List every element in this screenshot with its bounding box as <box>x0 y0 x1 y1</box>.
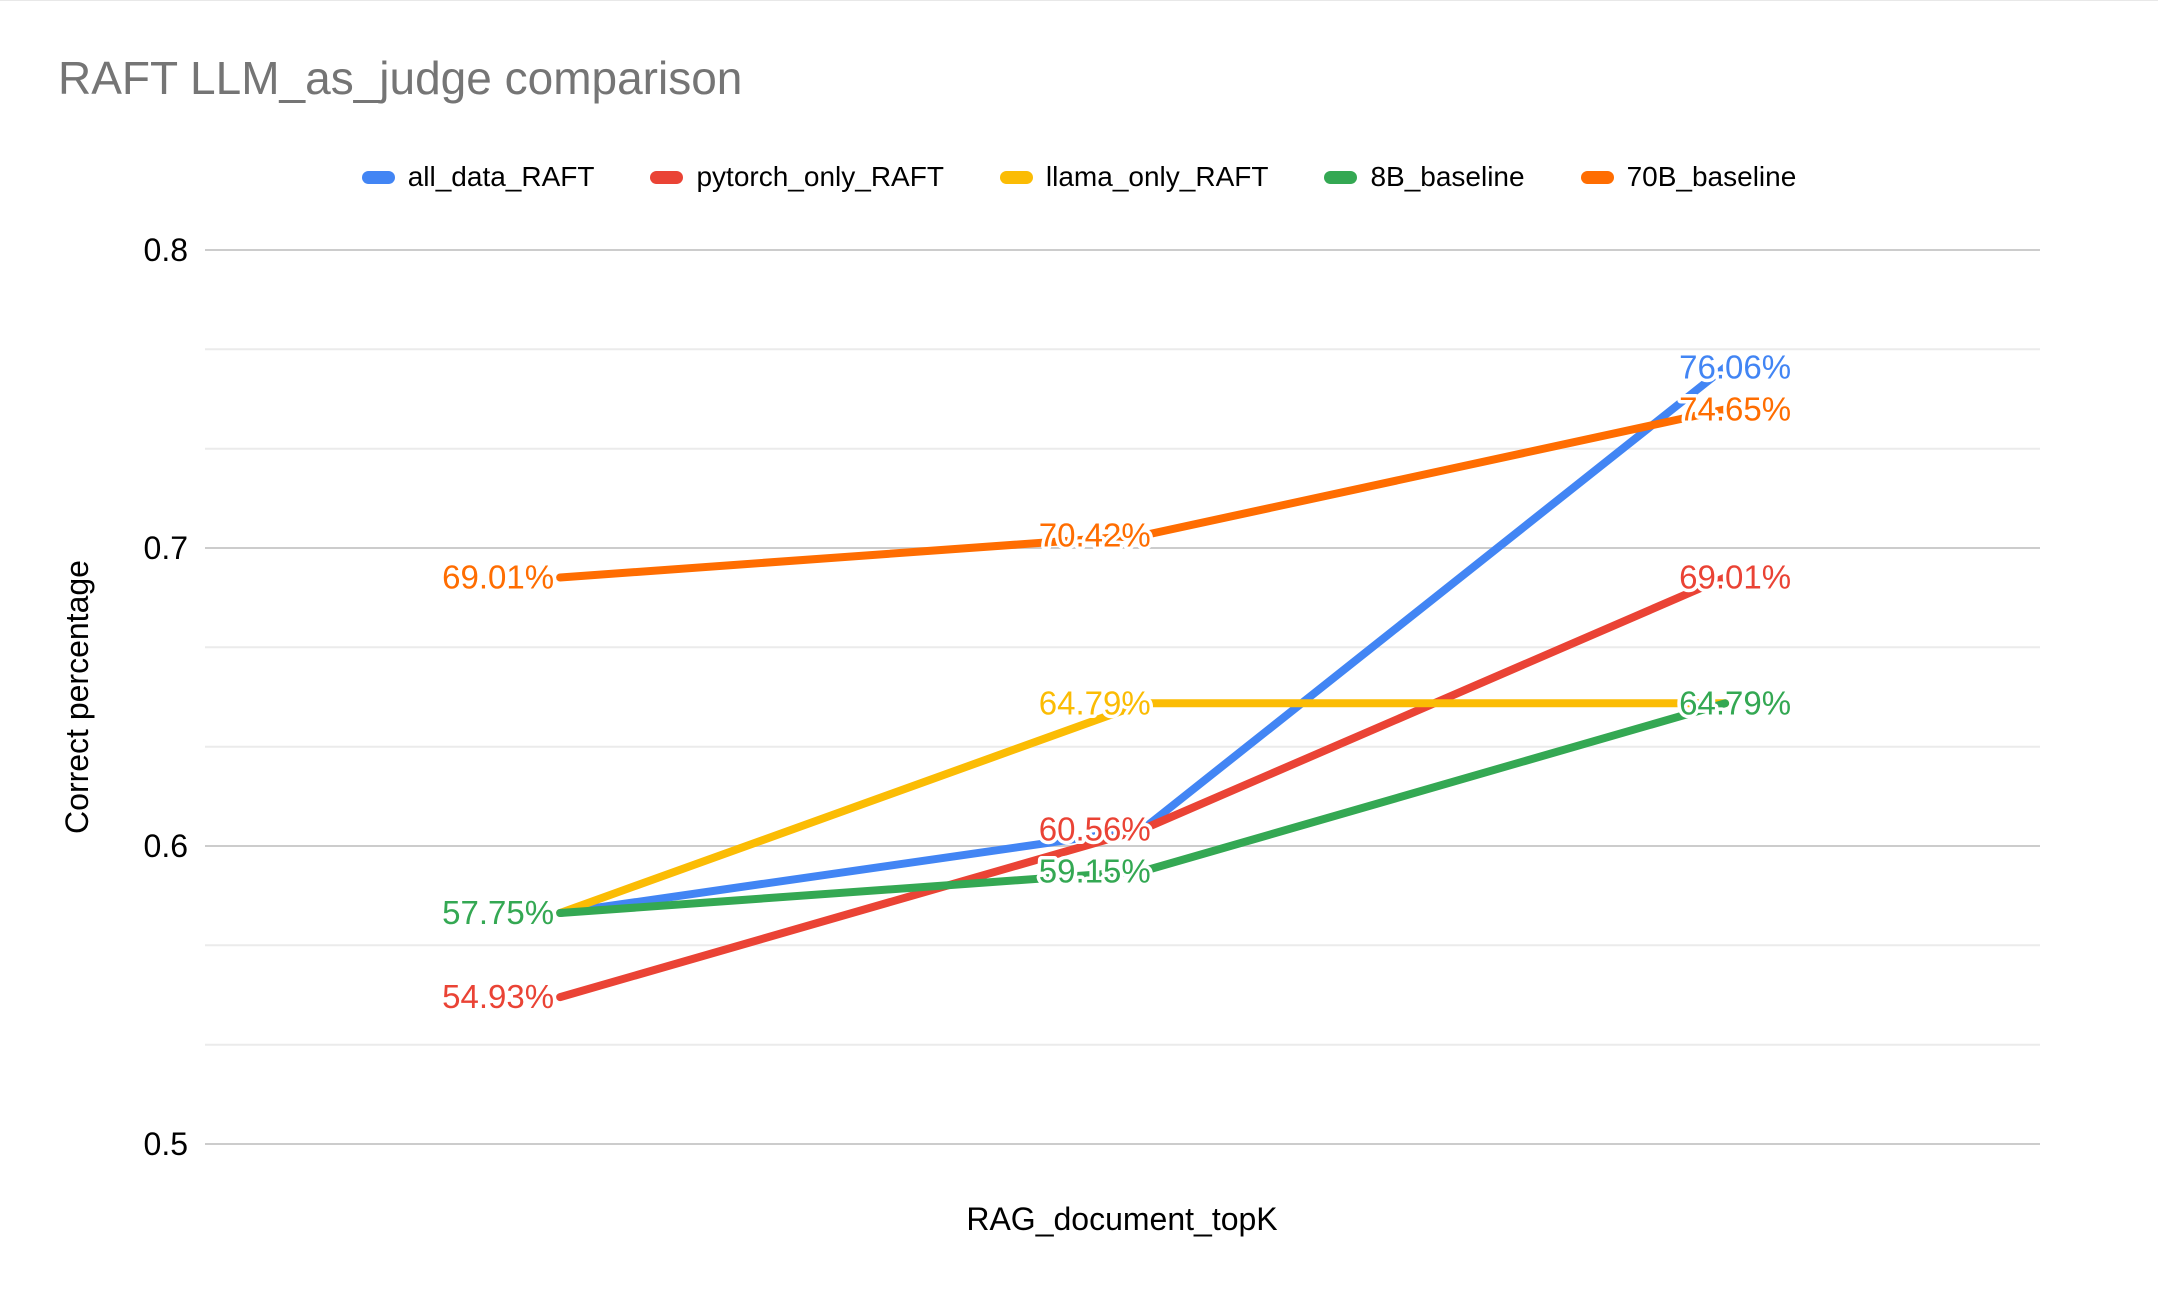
data-label-pytorch_only_RAFT: 54.93% <box>442 978 554 1015</box>
y-tick-label: 0.6 <box>144 828 188 864</box>
legend-label: 8B_baseline <box>1370 161 1525 192</box>
series-lines <box>556 363 1730 1002</box>
legend-label: 70B_baseline <box>1626 161 1797 192</box>
legend-swatch-all_data_RAFT <box>361 170 395 184</box>
data-label-8B_baseline: 57.75% <box>442 894 554 931</box>
chart-title: RAFT LLM_as_judge comparison <box>58 52 743 104</box>
legend-item-llama_only_RAFT[interactable]: llama_only_RAFT <box>999 161 1269 193</box>
data-label-pytorch_only_RAFT: 60.56% <box>1039 810 1151 847</box>
data-labels: 76.06% 54.93% 60.56% 69.01% 64.79% 57.75% 59.1… <box>439 345 1795 1019</box>
data-label-llama_only_RAFT: 64.79% <box>1039 684 1151 721</box>
data-label-8B_baseline: 59.15% <box>1039 852 1151 889</box>
legend-swatch-pytorch_only_RAFT <box>650 170 684 184</box>
legend-label: pytorch_only_RAFT <box>696 161 944 192</box>
series-line-8B_baseline[interactable] <box>556 699 1730 917</box>
legend-label: llama_only_RAFT <box>1045 161 1269 192</box>
legend-item-all_data_RAFT[interactable]: all_data_RAFT <box>361 161 595 193</box>
data-label-70B_baseline: 69.01% <box>442 559 554 596</box>
y-axis-title: Correct percentage <box>59 560 95 834</box>
legend-swatch-llama_only_RAFT <box>999 170 1033 184</box>
gridlines <box>205 249 2040 1145</box>
data-label-70B_baseline: 74.65% <box>1679 390 1791 427</box>
data-label-all_data_RAFT: 76.06% <box>1679 348 1791 385</box>
legend-label: all_data_RAFT <box>407 161 595 192</box>
data-label-70B_baseline: 70.42% <box>1039 517 1151 554</box>
y-axis-tick-labels: 0.5 0.6 0.7 0.8 <box>144 232 188 1162</box>
legend-item-pytorch_only_RAFT[interactable]: pytorch_only_RAFT <box>650 161 944 193</box>
y-tick-label: 0.7 <box>144 530 188 566</box>
legend-swatch-8B_baseline <box>1324 170 1358 184</box>
legend: all_data_RAFT pytorch_only_RAFT llama_only… <box>0 155 2158 199</box>
y-tick-label: 0.5 <box>144 1126 188 1162</box>
legend-swatch-70B_baseline <box>1580 170 1614 184</box>
series-line-llama_only_RAFT[interactable] <box>556 699 1730 917</box>
series-line-70B_baseline[interactable] <box>556 405 1730 582</box>
legend-item-70B_baseline[interactable]: 70B_baseline <box>1580 161 1797 193</box>
x-axis-title: RAG_document_topK <box>966 1201 1277 1237</box>
y-tick-label: 0.8 <box>144 232 188 268</box>
series-line-pytorch_only_RAFT[interactable] <box>556 573 1730 1002</box>
legend-item-8B_baseline[interactable]: 8B_baseline <box>1324 161 1525 193</box>
data-label-8B_baseline: 64.79% <box>1679 684 1791 721</box>
data-label-pytorch_only_RAFT: 69.01% <box>1679 559 1791 596</box>
